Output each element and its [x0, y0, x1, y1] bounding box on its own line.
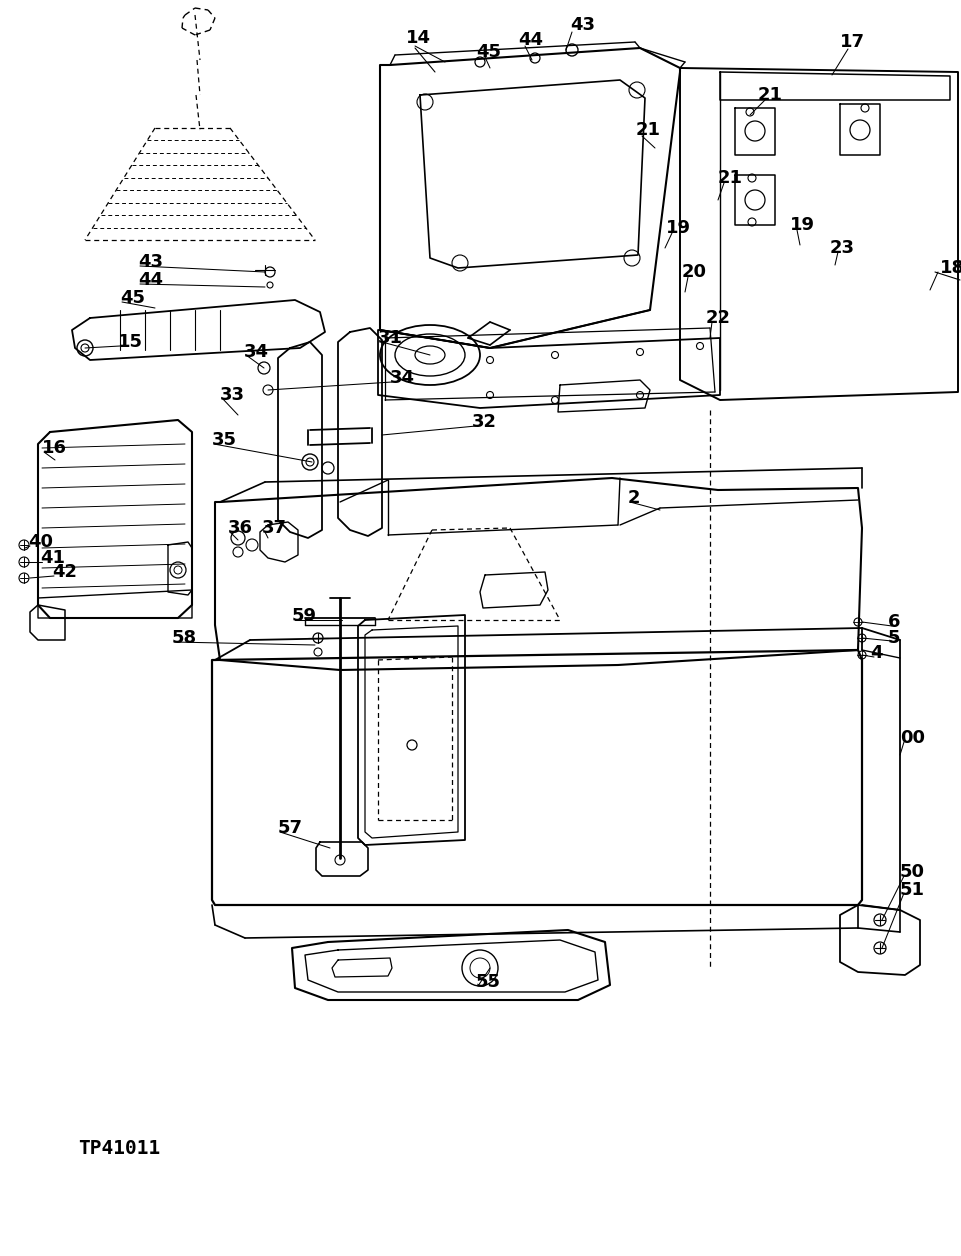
Text: 36: 36 — [228, 519, 253, 538]
Text: 43: 43 — [138, 252, 163, 271]
Text: 34: 34 — [390, 369, 415, 387]
Text: 45: 45 — [120, 289, 145, 306]
Text: 44: 44 — [138, 271, 163, 289]
Text: 41: 41 — [40, 549, 65, 566]
Text: 58: 58 — [172, 629, 197, 647]
Text: 21: 21 — [636, 121, 661, 139]
Text: 00: 00 — [900, 728, 925, 747]
Text: TP41011: TP41011 — [78, 1138, 160, 1158]
Text: 59: 59 — [292, 607, 317, 625]
Text: 21: 21 — [758, 85, 783, 104]
Text: 21: 21 — [718, 170, 743, 187]
Text: 33: 33 — [220, 386, 245, 404]
Text: 45: 45 — [476, 43, 501, 62]
Text: 14: 14 — [406, 29, 431, 46]
Text: 50: 50 — [900, 863, 925, 880]
Text: 6: 6 — [888, 613, 900, 631]
Text: 40: 40 — [28, 533, 53, 551]
Text: 37: 37 — [262, 519, 287, 538]
Text: 43: 43 — [570, 16, 595, 34]
Text: 2: 2 — [628, 489, 640, 507]
Text: 35: 35 — [212, 431, 237, 448]
Text: 19: 19 — [790, 216, 815, 234]
Text: 57: 57 — [278, 819, 303, 836]
Text: 18: 18 — [940, 259, 961, 278]
Text: 23: 23 — [830, 239, 855, 257]
Text: 51: 51 — [900, 880, 925, 899]
Text: 4: 4 — [870, 644, 882, 662]
Text: 16: 16 — [42, 440, 67, 457]
Text: 55: 55 — [476, 973, 501, 991]
Text: 31: 31 — [378, 329, 403, 347]
Text: 19: 19 — [666, 219, 691, 237]
Text: 20: 20 — [682, 263, 707, 281]
Text: 34: 34 — [244, 343, 269, 360]
Text: 42: 42 — [52, 563, 77, 582]
Text: 15: 15 — [118, 333, 143, 350]
Text: 5: 5 — [888, 629, 900, 647]
Text: 32: 32 — [472, 413, 497, 431]
Text: 17: 17 — [840, 33, 865, 51]
Text: 44: 44 — [518, 31, 543, 49]
Text: 22: 22 — [706, 309, 731, 327]
